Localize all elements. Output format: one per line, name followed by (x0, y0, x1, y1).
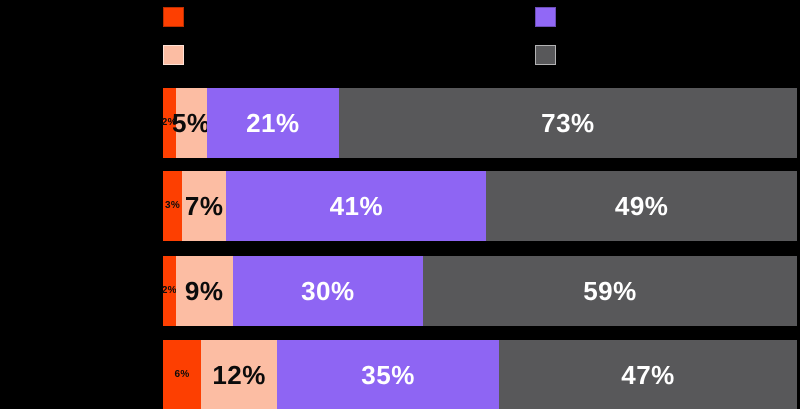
segment-value-label: 47% (621, 359, 675, 390)
bar-segment-4: 49% (486, 171, 797, 241)
bar-segment-4: 59% (422, 256, 798, 326)
legend-swatch-peach (163, 45, 184, 65)
segment-value-label: 12% (212, 359, 266, 390)
bar-segment-3: 30% (232, 256, 423, 326)
bar-row-2: 3% 7% 41% 49% (163, 171, 797, 241)
segment-value-label: 41% (329, 191, 384, 221)
segment-value-label: 35% (361, 359, 415, 390)
segment-value-label: 2% (161, 117, 177, 128)
segment-value-label: 5% (171, 108, 211, 138)
legend-swatch-gray (535, 45, 556, 65)
segment-value-label: 9% (184, 276, 224, 306)
segment-value-label: 7% (184, 191, 224, 221)
bar-row-3: 2% 9% 30% 59% (161, 256, 798, 326)
bar-segment-3: 35% (277, 340, 500, 409)
segment-value-label: 59% (583, 276, 637, 306)
bar-segment-1: 3% (163, 171, 183, 241)
bar-segment-2: 5% (172, 88, 210, 158)
bar-segment-1: 2% (161, 88, 177, 158)
bar-row-1: 2% 5% 21% 73% (161, 88, 797, 158)
bar-segment-4: 73% (338, 88, 797, 158)
segment-value-label: 30% (301, 276, 355, 306)
segment-value-label: 6% (174, 368, 190, 380)
segment-value-label: 73% (541, 108, 595, 138)
bar-segment-4: 47% (499, 340, 798, 409)
bar-segment-2: 7% (182, 171, 227, 241)
bar-segment-3: 41% (226, 171, 487, 241)
bar-row-4: 6% 12% 35% 47% (163, 340, 798, 409)
segment-value-label: 3% (164, 200, 181, 211)
segment-value-label: 49% (614, 191, 669, 221)
bar-segment-2: 12% (201, 340, 278, 409)
bar-segment-2: 9% (175, 256, 233, 326)
bar-segment-1: 2% (161, 256, 177, 326)
legend-swatch-orange (163, 7, 184, 27)
segment-value-label: 2% (161, 285, 177, 296)
bar-segment-1: 6% (163, 340, 202, 409)
legend-swatch-purple (535, 7, 556, 27)
segment-value-label: 21% (246, 108, 300, 138)
bar-segment-3: 21% (206, 88, 339, 158)
